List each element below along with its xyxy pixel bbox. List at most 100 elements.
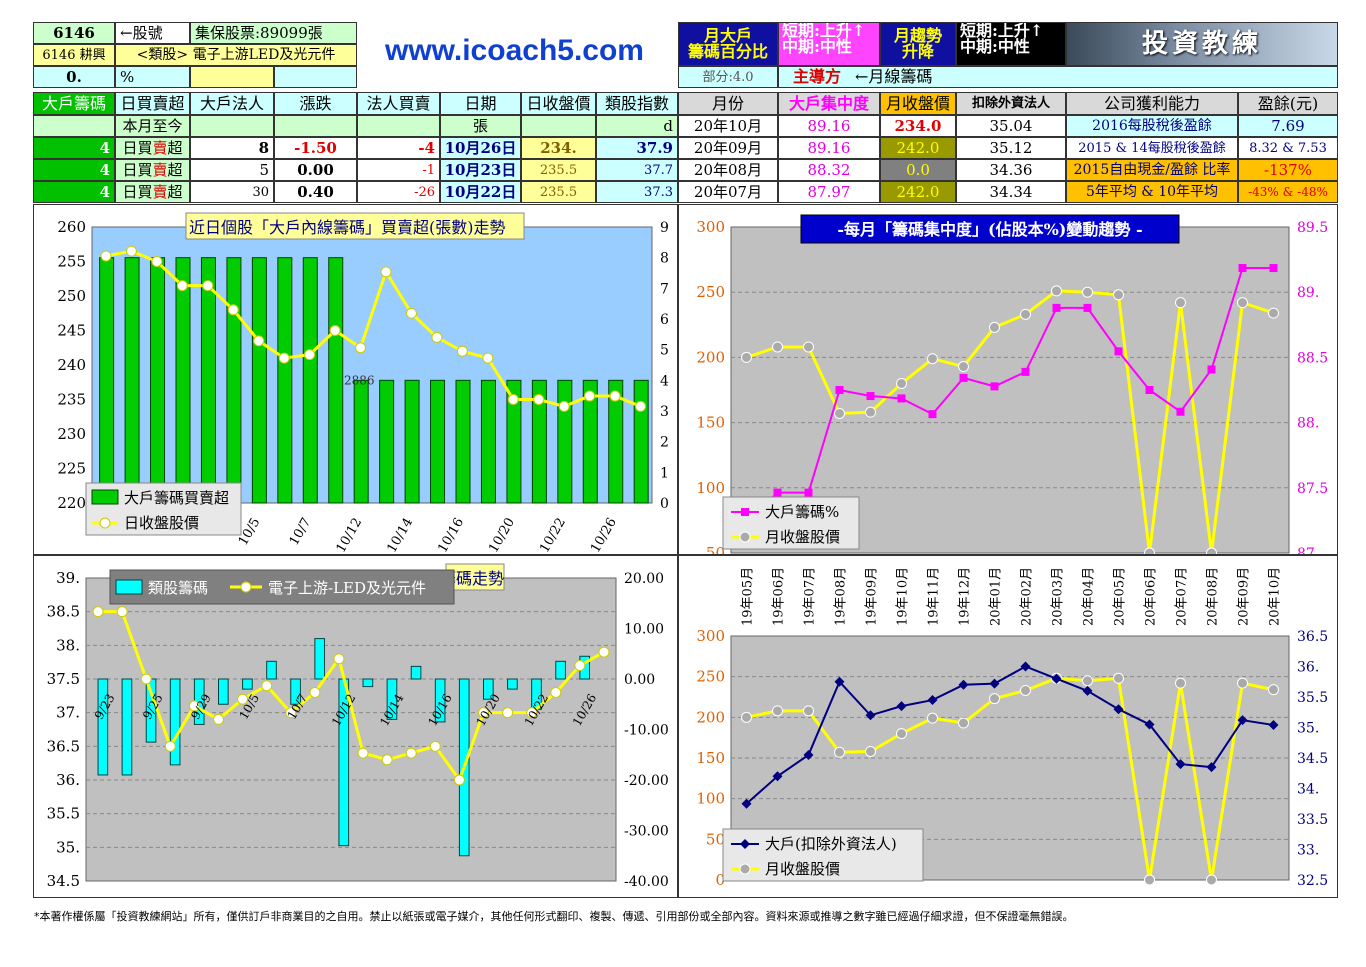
legend-label: 月收盤股價 xyxy=(765,528,840,546)
left-header-7: 類股指數 xyxy=(596,92,678,115)
row-profit-desc: 2015 & 14每股稅後盈餘 xyxy=(1066,137,1238,159)
point-concentration xyxy=(835,386,844,394)
site-url[interactable]: www.icoach5.com xyxy=(385,34,644,67)
x-tick: 20年06月 xyxy=(1144,567,1159,626)
point-sector-index xyxy=(164,740,176,752)
y-left-tick: 0 xyxy=(715,871,725,889)
row-concentration: 89.16 xyxy=(778,137,880,159)
chart-panel-4: 300 250 200 150 100 50 0 36.5 36. 35.5 35. 34.5 34. 3… xyxy=(678,555,1338,898)
row-profit-desc: 2016每股稅後盈餘 xyxy=(1066,115,1238,137)
legend-box xyxy=(722,496,860,550)
legend-label: 日收盤股價 xyxy=(124,514,199,532)
point-daily-close xyxy=(609,390,621,402)
x-tick: 19年08月 xyxy=(834,567,849,626)
point-daily-close xyxy=(100,250,112,262)
y-left-tick: 100 xyxy=(696,479,725,497)
chart-title: 近日個股「大戶內線籌碼」買賣超(張數)走勢 xyxy=(189,218,506,237)
y-right-tick: 34. xyxy=(1297,782,1319,798)
legend-box xyxy=(722,828,924,882)
point-concentration xyxy=(1238,264,1247,273)
point-daily-close xyxy=(176,280,188,292)
bar-sector-chips xyxy=(242,678,253,690)
bar-chip-buy-sell xyxy=(480,379,496,504)
point-monthly-close xyxy=(1206,874,1217,886)
bar-sector-chips xyxy=(169,678,181,766)
y-left-tick: 36.5 xyxy=(47,737,80,755)
x-tick: 20年08月 xyxy=(1206,567,1221,626)
left-header-6: 日收盤價 xyxy=(521,92,596,115)
point-sector-index xyxy=(309,686,321,698)
point-sector-index xyxy=(574,660,586,672)
x-tick: 20年07月 xyxy=(1175,567,1190,626)
point-monthly-close xyxy=(958,361,969,373)
y-left-tick: 220 xyxy=(57,494,86,512)
bar-chip-buy-sell xyxy=(226,257,242,504)
point-monthly-close xyxy=(803,705,814,717)
bar-sector-chips xyxy=(386,678,398,720)
row-ex-foreign: 34.34 xyxy=(956,181,1066,203)
point-monthly-close xyxy=(834,746,845,758)
point-monthly-close xyxy=(1020,684,1031,696)
x-tick: 10/20 xyxy=(486,516,518,556)
y-right-tick: 6 xyxy=(660,312,669,328)
y-left-tick: 35. xyxy=(56,838,80,856)
row-date: 10月26日 xyxy=(440,137,521,159)
point-concentration xyxy=(866,392,875,401)
point-monthly-close xyxy=(1237,677,1248,689)
row-sector-index: 37.9 xyxy=(596,137,678,159)
point-monthly-close xyxy=(927,712,938,724)
stock-code-label: ←股號 xyxy=(115,22,190,44)
y-left-tick: 240 xyxy=(57,356,86,374)
lead-row: 主導方 ←月線籌碼 xyxy=(778,66,1338,88)
point-sector-index xyxy=(550,686,562,698)
x-tick: 20年10月 xyxy=(1268,567,1283,626)
legend-label: 類股籌碼 xyxy=(148,579,208,597)
legend-swatch-point xyxy=(739,531,751,543)
left-header-0: 大戶籌碼 xyxy=(33,92,115,115)
chart-panel-2: 300 250 200 150 100 50 89.5 89. 88.5 88. 87.5 87. -每… xyxy=(678,204,1338,555)
point-monthly-close xyxy=(772,705,783,717)
bar-chip-buy-sell xyxy=(557,379,573,504)
point-monthly-close xyxy=(989,321,1000,333)
right-header-0: 月份 xyxy=(678,92,778,115)
point-sector-index xyxy=(237,693,249,705)
subrow-blank xyxy=(33,115,115,137)
bar-chip-buy-sell xyxy=(379,379,395,504)
point-monthly-close xyxy=(1113,289,1124,301)
y-right-tick: 36. xyxy=(1297,660,1319,676)
x-tick: 19年11月 xyxy=(927,567,942,626)
point-daily-close xyxy=(558,400,570,412)
point-big-holders xyxy=(989,678,1000,689)
point-concentration xyxy=(990,382,999,391)
y-left-tick: 300 xyxy=(696,218,725,236)
y-right-tick: 36.5 xyxy=(1297,629,1328,645)
legend-swatch-point xyxy=(99,517,111,529)
bar-chip-buy-sell xyxy=(531,379,547,504)
row-month: 20年10月 xyxy=(678,115,778,137)
monthly-big-label: 月大戶 xyxy=(703,26,752,45)
point-monthly-close xyxy=(1268,307,1279,319)
legend-swatch-point xyxy=(740,839,750,849)
title-box xyxy=(185,212,525,240)
point-sector-index xyxy=(381,754,393,766)
left-header-1: 日買賣超 xyxy=(115,92,190,115)
y-right-tick: 32.5 xyxy=(1297,873,1328,889)
legend-label: 電子上游-LED及光元件 xyxy=(268,579,426,597)
point-daily-close xyxy=(380,266,392,278)
row-change: 0.40 xyxy=(274,181,357,203)
point-concentration xyxy=(804,488,813,497)
right-header-3: 扣除外資法人 xyxy=(956,92,1066,115)
bar-chip-buy-sell xyxy=(124,257,140,504)
point-big-holders xyxy=(958,679,969,690)
row-inst-trade: -1 xyxy=(357,159,440,181)
point-monthly-close xyxy=(865,745,876,757)
blank-cell xyxy=(190,66,274,88)
y-left-tick: 250 xyxy=(57,287,86,305)
y-left-tick: 255 xyxy=(57,253,86,271)
monthly-big-chip-pct: 月大戶 籌碼百分比 xyxy=(678,22,778,66)
point-sector-index xyxy=(429,740,441,752)
y-right-tick: 3 xyxy=(660,404,669,420)
point-monthly-close xyxy=(772,341,783,353)
row-month-close: 0.0 xyxy=(880,159,956,181)
bar-chip-buy-sell xyxy=(353,379,369,504)
